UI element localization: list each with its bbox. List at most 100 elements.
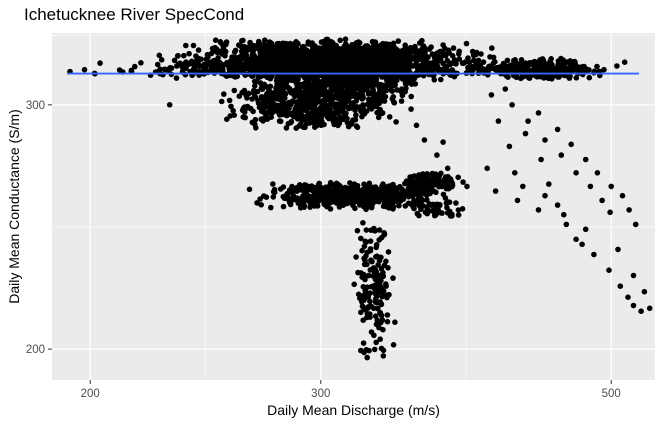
data-point — [283, 125, 290, 131]
data-point — [323, 194, 330, 200]
data-point — [315, 65, 321, 72]
data-point — [154, 61, 161, 68]
data-point — [538, 156, 544, 163]
data-point — [249, 52, 256, 59]
data-point — [558, 152, 565, 158]
data-point — [379, 48, 385, 54]
data-point — [244, 95, 250, 101]
data-point — [408, 48, 415, 55]
data-point — [331, 52, 337, 59]
data-point — [442, 195, 449, 201]
data-point — [367, 298, 373, 305]
data-point — [368, 227, 374, 233]
data-point — [252, 83, 258, 89]
data-point — [389, 50, 395, 56]
data-point — [418, 206, 424, 213]
data-point — [571, 58, 578, 65]
data-point — [365, 48, 371, 55]
data-point — [431, 174, 437, 181]
data-point — [360, 340, 367, 346]
data-point — [324, 36, 331, 43]
data-point — [371, 346, 378, 353]
data-point — [441, 180, 448, 186]
data-point — [411, 173, 418, 179]
data-point — [375, 305, 381, 312]
data-point — [566, 75, 573, 81]
data-point — [358, 48, 364, 54]
y-axis-ticks: 200 300 — [26, 100, 52, 356]
data-point — [279, 101, 285, 108]
data-point — [345, 123, 352, 130]
data-point — [468, 66, 475, 72]
data-point — [621, 59, 628, 65]
data-point — [251, 78, 258, 85]
data-point — [348, 100, 355, 107]
data-point — [465, 55, 471, 61]
data-point — [456, 51, 462, 57]
data-point — [353, 254, 359, 260]
data-point — [358, 235, 364, 242]
data-point — [367, 238, 374, 244]
data-point — [307, 93, 313, 99]
data-point — [376, 84, 382, 90]
data-point — [444, 204, 450, 211]
data-point — [208, 68, 214, 74]
data-point — [352, 107, 358, 113]
data-point — [594, 63, 600, 70]
data-point — [362, 238, 369, 245]
data-point — [380, 194, 387, 201]
data-point — [276, 40, 282, 47]
data-point — [459, 206, 466, 212]
data-point — [257, 196, 263, 202]
data-point — [232, 74, 238, 80]
data-point — [416, 172, 422, 178]
data-point — [409, 76, 415, 83]
data-point — [344, 200, 351, 207]
data-point — [379, 287, 385, 294]
data-point — [273, 104, 280, 110]
data-point — [343, 110, 349, 117]
data-point — [615, 246, 621, 253]
data-point — [505, 74, 511, 80]
data-point — [450, 45, 457, 51]
data-point — [367, 64, 374, 71]
data-point — [365, 55, 372, 61]
data-point — [284, 192, 290, 198]
data-point — [309, 105, 315, 112]
data-point — [514, 197, 521, 204]
data-point — [310, 62, 316, 69]
data-point — [402, 45, 409, 52]
data-point — [253, 125, 259, 131]
data-point — [337, 69, 344, 76]
data-point — [318, 79, 324, 85]
data-point — [440, 60, 446, 67]
data-point — [488, 92, 495, 98]
data-point — [191, 65, 198, 72]
data-point — [364, 261, 370, 268]
data-point — [173, 75, 180, 81]
data-point — [422, 180, 428, 186]
data-point — [370, 68, 377, 74]
data-point — [579, 63, 586, 70]
data-point — [361, 243, 368, 250]
data-point — [405, 200, 412, 207]
data-point — [289, 60, 295, 66]
data-point — [362, 108, 369, 114]
data-point — [378, 274, 385, 280]
data-point — [296, 93, 303, 100]
data-point — [455, 207, 462, 213]
data-point — [370, 59, 376, 65]
data-point — [489, 45, 495, 51]
data-point — [332, 42, 339, 49]
data-point — [402, 192, 408, 199]
data-point — [333, 94, 340, 101]
data-point — [289, 44, 296, 51]
data-point — [443, 200, 450, 206]
data-point — [433, 201, 440, 208]
data-point — [490, 65, 496, 71]
data-point — [231, 49, 238, 55]
data-point — [557, 64, 563, 70]
chart-title: Ichetucknee River SpecCond — [24, 5, 245, 24]
data-point — [350, 184, 356, 190]
data-point — [607, 209, 613, 216]
